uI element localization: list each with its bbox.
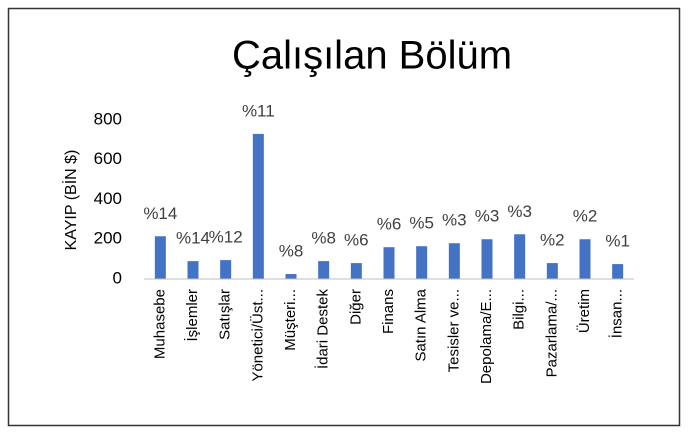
y-axis-label: KAYIP (BİN $): [61, 150, 80, 251]
x-tick-label: Depolama/E...: [478, 289, 495, 384]
percent-label: %3: [507, 202, 532, 221]
bar: [514, 234, 526, 279]
bar: [416, 246, 428, 279]
y-tick-label: 200: [94, 229, 122, 248]
bar: [546, 263, 558, 279]
x-tick-label: Satın Alma: [413, 288, 430, 361]
y-tick-label: 600: [94, 149, 122, 168]
x-tick-label: İdari Destek: [314, 289, 332, 370]
bar: [252, 133, 264, 279]
x-tick-label: Diğer: [347, 289, 364, 325]
x-tick-label: Üretim: [575, 289, 593, 333]
percent-label: %8: [279, 242, 304, 261]
bar: [187, 261, 199, 279]
y-tick-label: 400: [94, 189, 122, 208]
x-tick-label: İşlemler: [183, 289, 201, 342]
percent-label: %8: [311, 229, 336, 248]
chart-title: Çalışılan Bölüm: [232, 34, 512, 78]
percent-label: %1: [605, 232, 630, 251]
bar: [318, 261, 330, 279]
bar: [383, 247, 395, 279]
percent-label: %3: [475, 207, 500, 226]
bar: [448, 243, 460, 279]
x-tick-label: Müşteri...: [282, 289, 299, 351]
percent-label: %6: [377, 215, 402, 234]
bar: [154, 236, 166, 279]
x-tick-label: Satışlar: [217, 289, 234, 340]
bar: [285, 274, 297, 279]
x-tick-label: İnsan...: [608, 289, 626, 338]
y-tick-label: 800: [94, 109, 122, 128]
bar: [350, 263, 362, 279]
percent-label: %12: [209, 228, 243, 247]
bar: [220, 260, 232, 279]
bar: [481, 239, 493, 279]
percent-label: %2: [540, 231, 565, 250]
bar: [612, 264, 624, 279]
percent-label: %5: [409, 214, 434, 233]
chart-border: [7, 7, 681, 427]
y-tick-label: 0: [113, 268, 122, 287]
x-tick-label: Tesisler ve...: [445, 289, 462, 372]
percent-label: %6: [344, 231, 369, 250]
x-tick-label: Pazarlama/...: [543, 289, 560, 377]
x-tick-label: Bilgi...: [511, 289, 528, 330]
percent-label: %2: [573, 207, 598, 226]
x-tick-label: Muhasebe: [151, 289, 168, 359]
x-tick-label: Finans: [380, 289, 397, 334]
percent-label: %3: [442, 211, 467, 230]
bar: [579, 239, 591, 279]
percent-label: %11: [242, 101, 275, 120]
percent-label: %14: [176, 229, 210, 248]
x-tick-label: Yönetici/Üst...: [248, 289, 266, 382]
percent-label: %14: [143, 204, 177, 223]
